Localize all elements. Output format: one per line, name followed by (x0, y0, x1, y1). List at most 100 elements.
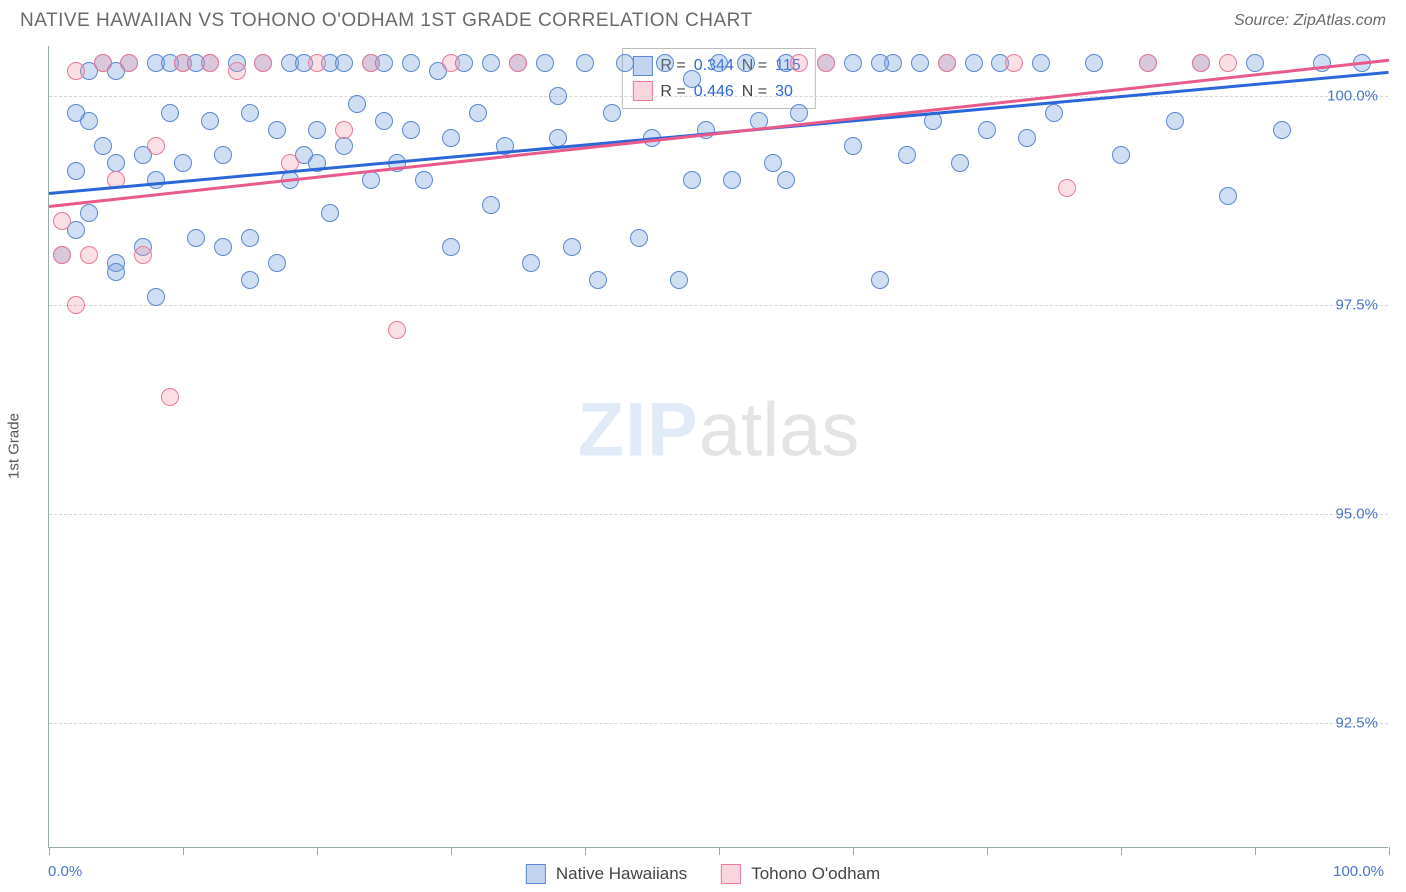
data-point (670, 271, 688, 289)
data-point (174, 154, 192, 172)
data-point (308, 121, 326, 139)
data-point (80, 246, 98, 264)
gridline (49, 514, 1388, 515)
data-point (174, 54, 192, 72)
data-point (1045, 104, 1063, 122)
data-point (522, 254, 540, 272)
legend-swatch (526, 864, 546, 884)
legend-item: Native Hawaiians (526, 864, 687, 884)
data-point (201, 112, 219, 130)
gridline (49, 723, 1388, 724)
data-point (147, 137, 165, 155)
data-point (683, 70, 701, 88)
legend-label: Tohono O'odham (751, 864, 880, 884)
data-point (94, 54, 112, 72)
data-point (120, 54, 138, 72)
chart-title: NATIVE HAWAIIAN VS TOHONO O'ODHAM 1ST GR… (20, 10, 753, 32)
data-point (388, 321, 406, 339)
data-point (817, 54, 835, 72)
legend-text: N = (742, 79, 767, 105)
data-point (107, 263, 125, 281)
x-tick (317, 847, 318, 855)
data-point (616, 54, 634, 72)
data-point (241, 104, 259, 122)
data-point (147, 171, 165, 189)
data-point (67, 62, 85, 80)
legend-text: R = (660, 79, 685, 105)
x-tick (853, 847, 854, 855)
data-point (375, 112, 393, 130)
data-point (348, 95, 366, 113)
data-point (871, 54, 889, 72)
data-point (683, 171, 701, 189)
x-tick (183, 847, 184, 855)
data-point (228, 62, 246, 80)
legend-text: 30 (775, 79, 793, 105)
data-point (1166, 112, 1184, 130)
gridline (49, 305, 1388, 306)
data-point (844, 137, 862, 155)
data-point (201, 54, 219, 72)
data-point (402, 121, 420, 139)
data-point (214, 146, 232, 164)
data-point (241, 229, 259, 247)
data-point (536, 54, 554, 72)
data-point (630, 229, 648, 247)
data-point (1219, 54, 1237, 72)
data-point (1032, 54, 1050, 72)
data-point (951, 154, 969, 172)
data-point (335, 54, 353, 72)
data-point (254, 54, 272, 72)
x-tick (1389, 847, 1390, 855)
data-point (563, 238, 581, 256)
data-point (1219, 187, 1237, 205)
data-point (241, 271, 259, 289)
x-tick (451, 847, 452, 855)
data-point (308, 54, 326, 72)
data-point (1246, 54, 1264, 72)
data-point (723, 171, 741, 189)
data-point (1058, 179, 1076, 197)
data-point (268, 254, 286, 272)
x-tick (49, 847, 50, 855)
data-point (67, 162, 85, 180)
data-point (415, 171, 433, 189)
data-point (844, 54, 862, 72)
data-point (482, 196, 500, 214)
data-point (442, 238, 460, 256)
data-point (656, 54, 674, 72)
data-point (161, 388, 179, 406)
y-tick-label: 95.0% (1335, 505, 1378, 522)
data-point (1085, 54, 1103, 72)
data-point (147, 288, 165, 306)
gridline (49, 96, 1388, 97)
data-point (53, 246, 71, 264)
data-point (482, 54, 500, 72)
data-point (362, 54, 380, 72)
data-point (335, 121, 353, 139)
data-point (790, 104, 808, 122)
data-point (790, 54, 808, 72)
data-point (1112, 146, 1130, 164)
data-point (898, 146, 916, 164)
x-axis-max-label: 100.0% (1333, 863, 1384, 880)
data-point (978, 121, 996, 139)
source-label: Source: ZipAtlas.com (1234, 12, 1386, 30)
y-tick-label: 92.5% (1335, 714, 1378, 731)
legend-swatch (632, 81, 652, 101)
data-point (469, 104, 487, 122)
data-point (911, 54, 929, 72)
data-point (710, 54, 728, 72)
data-point (589, 271, 607, 289)
y-axis-title: 1st Grade (6, 413, 23, 479)
data-point (938, 54, 956, 72)
data-point (777, 171, 795, 189)
data-point (871, 271, 889, 289)
data-point (549, 129, 567, 147)
data-point (161, 104, 179, 122)
data-point (53, 212, 71, 230)
data-point (335, 137, 353, 155)
x-axis-min-label: 0.0% (48, 863, 82, 880)
x-tick (719, 847, 720, 855)
data-point (737, 54, 755, 72)
